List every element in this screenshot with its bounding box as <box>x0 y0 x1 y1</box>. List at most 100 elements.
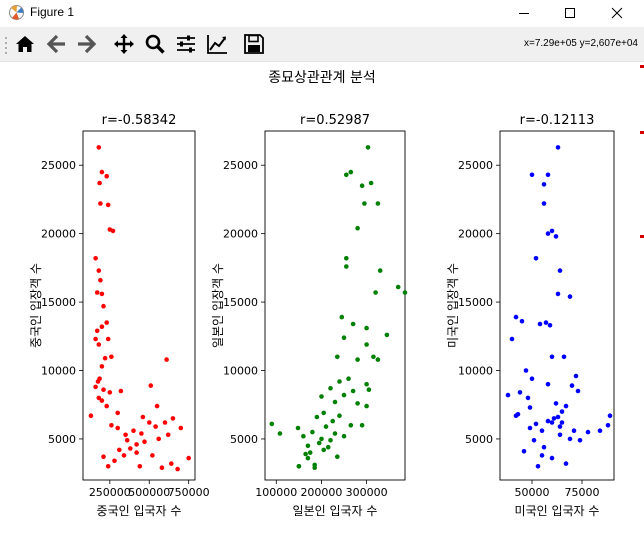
save-button[interactable] <box>242 32 266 56</box>
data-point <box>541 444 547 450</box>
data-point <box>533 256 539 261</box>
zoom-button[interactable] <box>143 32 167 56</box>
data-point <box>364 403 369 409</box>
data-point <box>305 443 311 449</box>
minimize-icon <box>519 13 529 14</box>
data-point <box>350 321 356 327</box>
data-point <box>607 413 613 419</box>
data-point <box>115 425 120 431</box>
data-point <box>517 390 523 395</box>
x-tick-label: 750000 <box>168 486 210 499</box>
data-point <box>277 431 283 436</box>
data-point <box>366 387 372 393</box>
edge-marker <box>640 65 644 68</box>
maximize-button[interactable] <box>547 0 593 26</box>
data-point <box>316 440 322 446</box>
data-point <box>344 264 349 269</box>
subplot-title: r=0.52987 <box>300 113 370 128</box>
forward-button[interactable] <box>75 32 99 56</box>
configure-subplots-icon <box>177 35 195 53</box>
data-point <box>142 439 147 445</box>
data-point <box>341 335 347 341</box>
data-point <box>335 354 340 360</box>
data-point <box>569 383 575 388</box>
data-point <box>186 455 191 461</box>
data-point <box>531 438 537 443</box>
home-button[interactable] <box>13 32 37 56</box>
data-point <box>118 388 124 394</box>
data-point <box>162 420 168 425</box>
data-point <box>339 314 345 320</box>
data-point <box>527 425 533 431</box>
data-point <box>140 414 146 420</box>
data-point <box>131 428 136 434</box>
window-titlebar: Figure 1 <box>0 0 644 26</box>
data-point <box>549 420 555 425</box>
pan-button[interactable] <box>112 32 136 56</box>
data-point <box>375 357 381 362</box>
data-point <box>104 403 109 409</box>
back-button[interactable] <box>44 32 68 56</box>
zoom-icon <box>145 34 165 54</box>
data-point <box>539 428 545 434</box>
cursor-coordinates: x=7.29e+05 y=2,607e+04 <box>524 38 638 49</box>
y-tick-label: 10000 <box>41 365 76 378</box>
data-point <box>117 447 122 453</box>
data-point <box>335 454 340 460</box>
data-point <box>175 466 180 472</box>
data-point <box>96 145 102 150</box>
data-point <box>364 342 369 347</box>
y-tick-label: 10000 <box>458 365 493 378</box>
data-point <box>337 413 342 419</box>
data-point <box>101 454 106 460</box>
y-tick-label: 10000 <box>223 365 258 378</box>
close-button[interactable] <box>594 0 640 26</box>
matplotlib-app-icon <box>9 5 24 20</box>
data-point <box>319 394 324 399</box>
data-point <box>371 354 376 360</box>
data-point <box>346 376 351 382</box>
minimize-button[interactable] <box>501 0 547 26</box>
data-point <box>170 416 176 421</box>
data-point <box>124 438 130 443</box>
data-point <box>332 399 338 405</box>
data-point <box>307 450 313 455</box>
y-tick-label: 15000 <box>223 296 258 309</box>
figure-canvas[interactable]: 종묘상관관계 분석 5000 10000 15000 20000 25000 250000… <box>0 62 644 541</box>
data-point <box>139 431 144 436</box>
data-point <box>597 428 603 434</box>
data-point <box>169 461 174 466</box>
data-point <box>88 413 94 419</box>
home-icon <box>16 36 34 52</box>
data-point <box>305 455 311 461</box>
data-point <box>545 418 551 424</box>
data-point <box>303 451 308 457</box>
close-icon <box>611 7 623 19</box>
data-point <box>109 354 114 360</box>
data-point <box>134 442 139 447</box>
edit-axis-icon <box>207 35 227 54</box>
pan-icon <box>114 34 134 54</box>
subplot-title: r=-0.12113 <box>520 113 595 128</box>
data-point <box>573 373 579 379</box>
x-tick-label: 500000 <box>128 486 170 499</box>
data-point <box>375 201 381 206</box>
configure-subplots-button[interactable] <box>174 32 198 56</box>
data-point <box>545 172 551 178</box>
data-point <box>373 290 378 295</box>
x-tick-label: 200000 <box>300 486 342 499</box>
data-point <box>549 455 555 461</box>
data-point <box>567 294 573 299</box>
data-point <box>521 449 527 454</box>
data-point <box>165 432 171 438</box>
data-point <box>605 423 611 428</box>
data-point <box>355 225 360 231</box>
data-point <box>123 432 128 438</box>
data-point <box>559 409 565 414</box>
data-point <box>93 336 98 342</box>
data-point <box>533 421 539 427</box>
edit-axis-button[interactable] <box>205 32 229 56</box>
y-tick-label: 15000 <box>41 296 76 309</box>
y-tick-label: 5000 <box>230 433 258 446</box>
data-point <box>98 201 103 206</box>
